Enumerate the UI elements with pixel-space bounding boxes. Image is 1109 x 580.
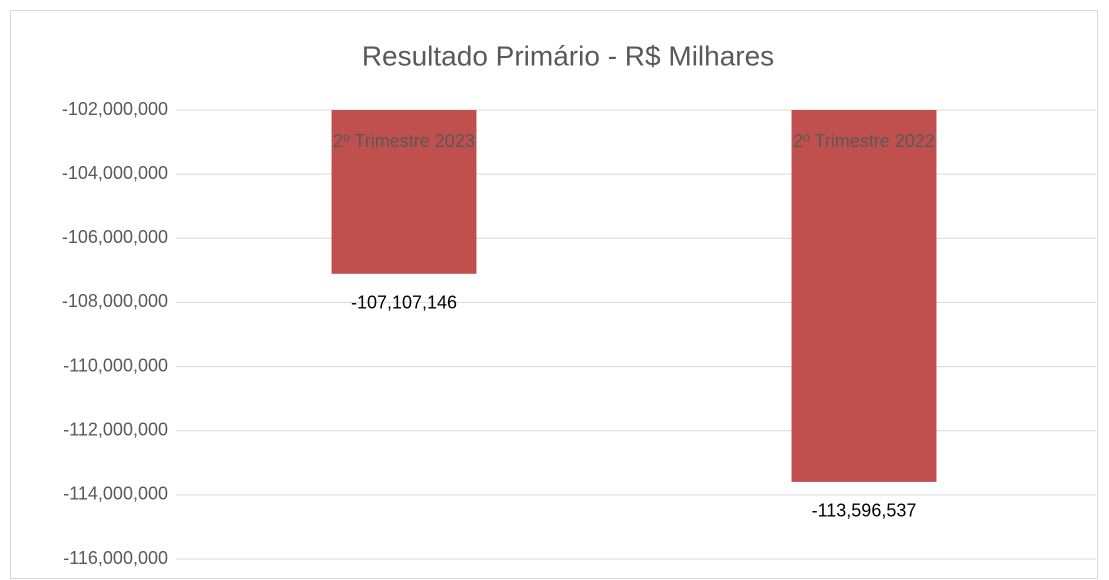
y-tick-label: -116,000,000 [63, 548, 168, 568]
x-tick-label: 2º Trimestre 2023 [333, 131, 475, 151]
bar [331, 110, 477, 274]
value-label: -113,596,537 [812, 501, 917, 521]
y-tick-label: -112,000,000 [63, 419, 168, 439]
y-tick-label: -114,000,000 [63, 484, 168, 504]
bar [791, 110, 937, 482]
y-tick-label: -110,000,000 [63, 355, 168, 375]
y-tick-label: -106,000,000 [62, 227, 168, 247]
chart-title: Resultado Primário - R$ Milhares [362, 40, 774, 71]
value-label: -107,107,146 [351, 293, 457, 313]
y-tick-label: -102,000,000 [62, 99, 168, 119]
x-tick-label: 2º Trimestre 2022 [793, 131, 935, 151]
y-tick-label: -104,000,000 [62, 163, 168, 183]
y-tick-label: -108,000,000 [62, 291, 168, 311]
